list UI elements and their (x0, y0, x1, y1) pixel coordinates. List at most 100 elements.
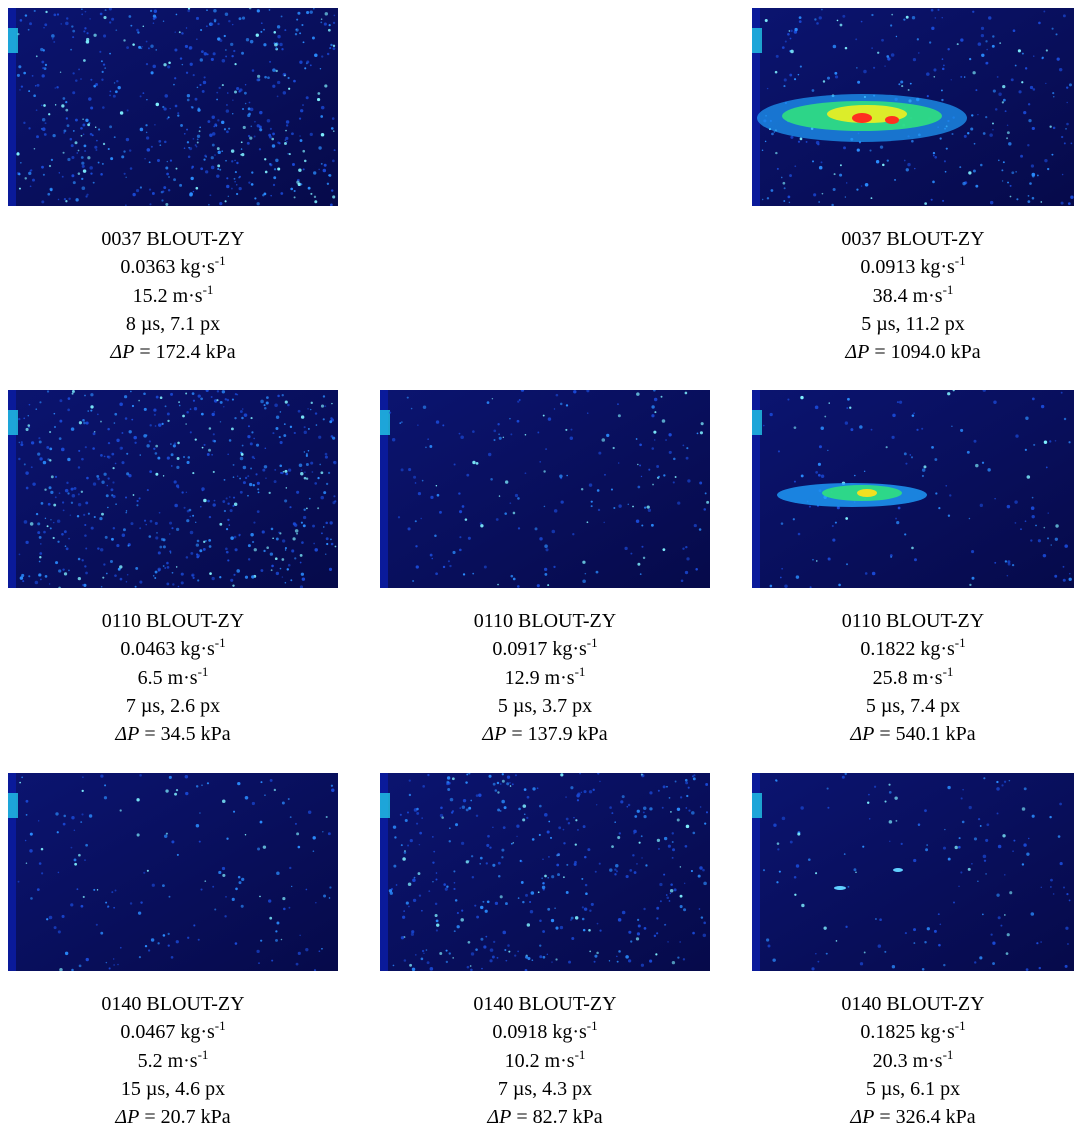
particle (1027, 195, 1030, 197)
particle (251, 171, 254, 174)
particle (256, 124, 260, 128)
particle (788, 30, 791, 32)
particle (143, 407, 147, 411)
particle (546, 830, 550, 834)
particle (844, 421, 849, 425)
particle (478, 793, 482, 797)
particle (771, 132, 774, 136)
particle (78, 964, 82, 968)
run-id: 0140 BLOUT-ZY (101, 993, 245, 1015)
particle (1020, 154, 1024, 158)
particle (648, 468, 651, 471)
particle (766, 87, 769, 90)
particle (205, 540, 207, 542)
particle (18, 417, 21, 421)
particle (234, 62, 237, 66)
particle (994, 497, 996, 500)
particle (284, 581, 287, 584)
particle (873, 66, 876, 69)
particle (525, 955, 529, 959)
particle (890, 556, 893, 559)
particle (608, 960, 611, 962)
particle (583, 907, 588, 911)
particle (663, 873, 666, 876)
particle (250, 183, 254, 186)
particle (255, 443, 260, 447)
particle (544, 874, 547, 878)
particle (324, 452, 328, 456)
particle (30, 466, 33, 469)
particle (97, 413, 99, 416)
particle (38, 437, 41, 440)
particle (159, 144, 162, 146)
particle (443, 883, 446, 886)
particle (61, 501, 65, 504)
particle (199, 505, 202, 508)
particle (103, 796, 108, 800)
particle (661, 419, 666, 423)
particle (317, 92, 321, 95)
particle (1009, 195, 1012, 198)
particle (809, 586, 812, 588)
particle (849, 406, 852, 409)
particle (877, 944, 882, 948)
particle (131, 404, 135, 408)
particle (891, 965, 896, 969)
particle (112, 958, 115, 960)
particle (204, 154, 207, 158)
particle (921, 468, 926, 472)
particle (499, 809, 502, 812)
particle (541, 877, 543, 880)
particle (289, 506, 292, 509)
particle (687, 786, 690, 789)
particle (435, 878, 438, 881)
mass-flow: 0.0467 kg·s-1 (8, 1018, 338, 1046)
particle (257, 847, 261, 851)
pressure-drop: ΔP = 540.1 kPa (748, 720, 1075, 748)
particle (1060, 135, 1064, 139)
particle (75, 79, 78, 82)
particle (110, 488, 114, 492)
mass-flow: 0.1822 kg·s-1 (748, 635, 1075, 663)
particle (219, 421, 222, 423)
particle (845, 517, 849, 520)
particle (21, 573, 25, 577)
particle (170, 392, 174, 396)
particle (127, 544, 130, 547)
particle (695, 568, 698, 571)
particle (323, 22, 327, 26)
particle (1011, 171, 1015, 175)
particle (187, 155, 191, 158)
particle (162, 884, 165, 888)
particle (292, 522, 296, 526)
particle (1036, 942, 1039, 945)
particle (210, 165, 215, 170)
particle (324, 12, 328, 16)
particle (207, 120, 211, 123)
particle (104, 67, 107, 69)
particle (189, 530, 194, 535)
particle (270, 194, 272, 197)
particle (126, 109, 129, 112)
particle (284, 400, 288, 404)
particle (1006, 131, 1010, 135)
particle (435, 929, 438, 932)
particle (577, 792, 581, 796)
particle (570, 428, 573, 431)
particle (797, 140, 801, 143)
particle (1031, 814, 1035, 818)
particle (279, 567, 282, 570)
particle (174, 77, 177, 80)
particle (269, 552, 274, 556)
particle (309, 132, 313, 137)
particle (866, 801, 870, 804)
particle (313, 969, 317, 971)
particle (539, 919, 542, 922)
exponent: -1 (942, 281, 954, 297)
particle (155, 395, 159, 399)
particle (197, 579, 200, 582)
particle (247, 425, 250, 428)
particle (121, 533, 126, 537)
particle (462, 798, 467, 803)
wall (8, 8, 16, 206)
